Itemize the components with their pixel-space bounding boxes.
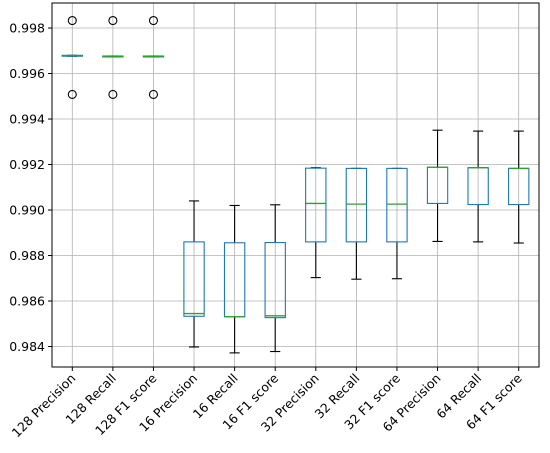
box-10 [467, 130, 489, 243]
outlier-point [67, 15, 77, 26]
box-1 [102, 15, 124, 100]
y-tick-label: 0.986 [9, 294, 45, 309]
outlier-point [108, 89, 118, 100]
box-9 [426, 129, 449, 242]
x-tick-label: 128 Precision [9, 371, 79, 441]
iqr-box [386, 167, 408, 243]
boxes [61, 15, 530, 354]
box-0 [61, 15, 83, 100]
y-axis-ticks: 0.984 0.986 0.988 0.990 0.992 0.994 0.996 0.998 [9, 21, 52, 354]
box-11 [508, 130, 530, 244]
y-tick-label: 0.988 [9, 248, 45, 263]
box-4 [223, 204, 246, 354]
axes-frame [51, 2, 540, 368]
iqr-box [264, 242, 286, 319]
outlier-point [67, 89, 77, 100]
box-8 [386, 167, 408, 280]
y-tick-label: 0.998 [9, 21, 45, 36]
box-7 [345, 167, 368, 280]
box-2 [142, 15, 165, 100]
box-6 [305, 167, 327, 279]
box-5 [264, 204, 286, 353]
outlier-point [108, 15, 118, 26]
iqr-box [183, 241, 205, 317]
outlier-point [148, 15, 159, 26]
y-tick-label: 0.984 [9, 339, 45, 354]
y-tick-label: 0.992 [9, 157, 45, 172]
y-tick-label: 0.994 [9, 112, 45, 127]
y-tick-label: 0.990 [9, 203, 45, 218]
outlier-point [148, 89, 159, 100]
box-3 [183, 200, 205, 348]
iqr-box [305, 167, 327, 243]
y-tick-label: 0.996 [9, 66, 45, 81]
grid-lines [52, 3, 539, 367]
iqr-box [345, 167, 368, 243]
